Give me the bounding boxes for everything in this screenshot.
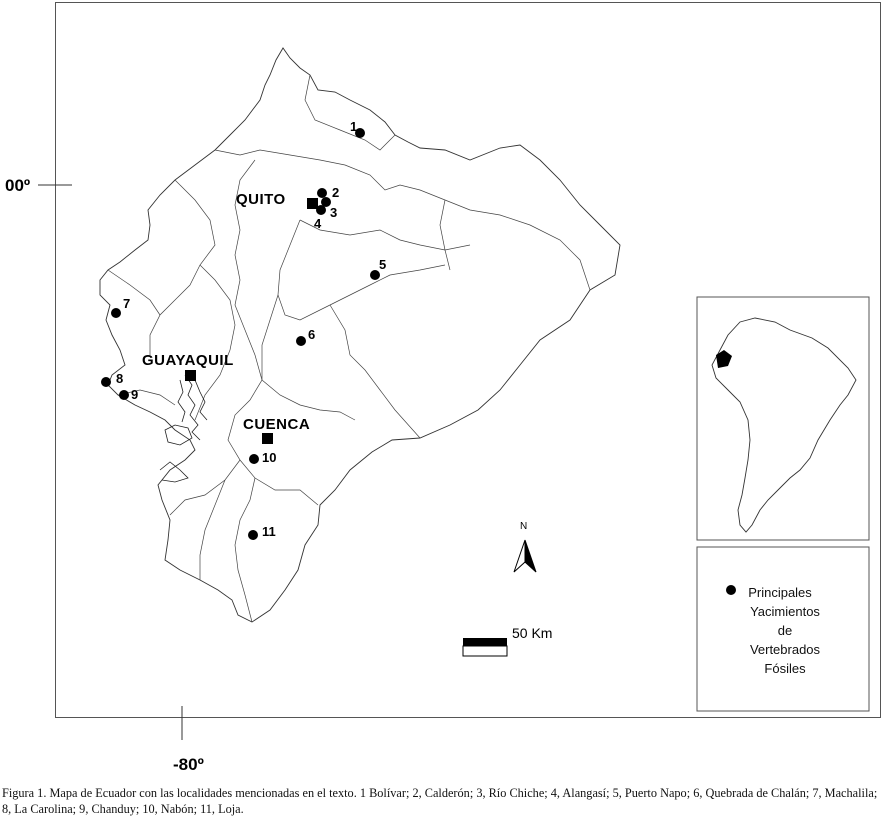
scale-bar	[462, 638, 508, 657]
locality-label-1: 1	[350, 119, 358, 134]
locality-label-2: 2	[332, 185, 340, 200]
locality-marker-7	[111, 308, 121, 318]
inset-frame	[696, 296, 870, 541]
locality-label-10: 10	[262, 450, 277, 465]
locality-marker-3	[321, 197, 331, 207]
locality-label-5: 5	[379, 257, 387, 272]
city-marker-guayaquil	[185, 370, 196, 381]
north-arrow-icon	[513, 539, 537, 573]
locality-marker-8	[101, 377, 111, 387]
city-label-guayaquil: GUAYAQUIL	[142, 352, 234, 369]
map-frame	[55, 2, 881, 718]
scale-bar-label: 50 Km	[512, 625, 553, 641]
south-america-outline	[711, 317, 857, 533]
locality-label-9: 9	[131, 387, 139, 402]
locality-marker-6	[296, 336, 306, 346]
province-borders	[107, 74, 591, 623]
legend-line-4: Vertebrados	[749, 642, 821, 657]
legend-line-3: de	[777, 623, 793, 638]
locality-label-3: 3	[330, 205, 338, 220]
locality-marker-5	[370, 270, 380, 280]
locality-marker-11	[248, 530, 258, 540]
ecuador-inset-highlight	[716, 350, 732, 368]
city-label-cuenca: CUENCA	[243, 416, 311, 433]
legend-frame	[696, 546, 870, 712]
figure-caption: Figura 1. Mapa de Ecuador con las locali…	[2, 786, 878, 816]
latitude-label: 00º	[5, 176, 31, 195]
city-label-quito: QUITO	[236, 191, 286, 208]
legend-dot-icon	[726, 585, 736, 595]
locality-label-6: 6	[308, 327, 316, 342]
locality-marker-9	[119, 390, 129, 400]
north-arrow-label: N	[520, 521, 528, 532]
legend-line-2: Yacimientos	[750, 604, 820, 619]
locality-label-11: 11	[262, 524, 276, 539]
ecuador-outline	[99, 47, 621, 623]
city-marker-quito	[307, 198, 318, 209]
locality-marker-10	[249, 454, 259, 464]
locality-marker-4	[316, 205, 326, 215]
legend-line-5: Fósiles	[764, 661, 806, 676]
longitude-label: -80º	[173, 755, 204, 774]
locality-marker-1	[355, 128, 365, 138]
locality-label-8: 8	[116, 371, 124, 386]
gulf-of-guayaquil	[159, 374, 208, 483]
locality-label-4: 4	[314, 216, 322, 231]
locality-label-7: 7	[123, 296, 131, 311]
locality-marker-2	[317, 188, 327, 198]
legend-line-1: Principales	[748, 585, 812, 600]
city-marker-cuenca	[262, 433, 273, 444]
